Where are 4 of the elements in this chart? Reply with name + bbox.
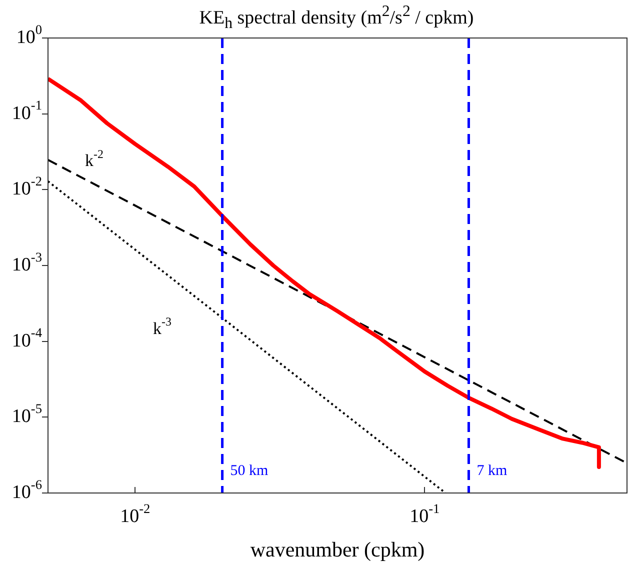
ref-line-label: 50 km [230,462,269,479]
chart-title: KE$_{h}$ spectral density (m$^{2}$/s$^{2}$ / cpkm) [199,3,474,32]
x-axis-title: wavenumber (cpkm) [250,538,425,562]
ref-line-label: 7 km [476,462,508,479]
